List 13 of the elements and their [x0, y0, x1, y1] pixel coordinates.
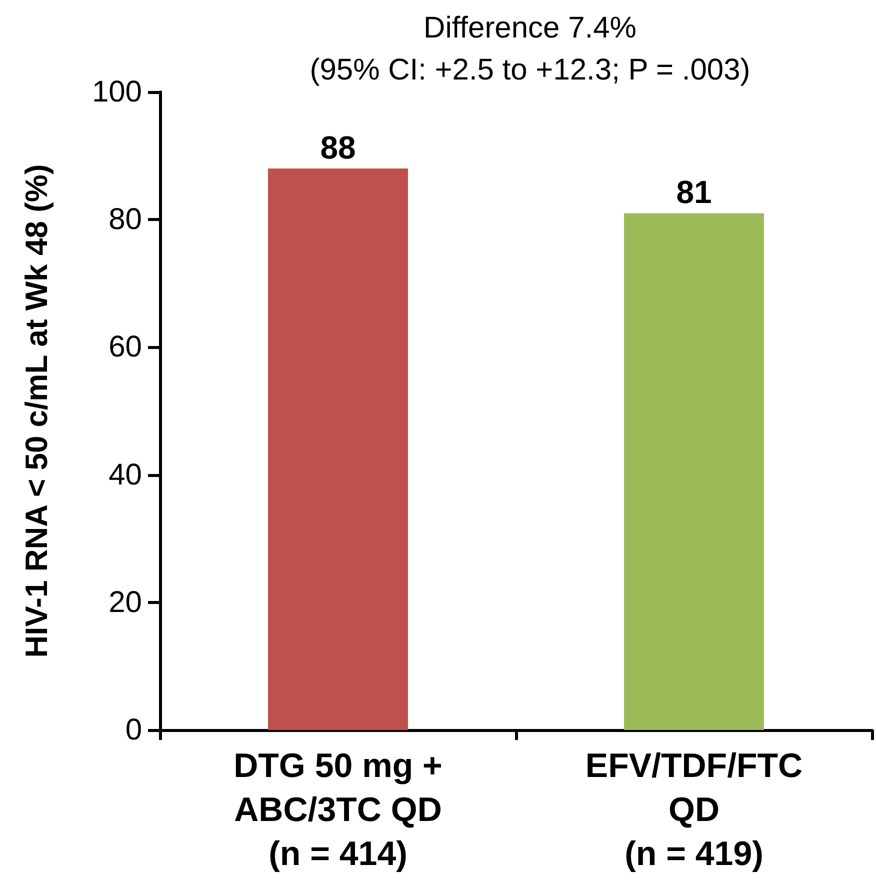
y-tick-label: 20 — [108, 586, 142, 619]
x-tick-label: EFV/TDF/FTC QD (n = 419) — [585, 747, 803, 873]
y-tick-label: 0 — [125, 714, 142, 746]
chart-subtitle: (95% CI: +2.5 to +12.3; P = .003) — [310, 54, 750, 86]
y-tick-label: 40 — [108, 458, 142, 492]
data-label: 88 — [320, 130, 356, 166]
y-tick-label: 60 — [108, 330, 142, 364]
y-axis-title: HIV-1 RNA < 50 c/mL at Wk 48 (%) — [19, 164, 54, 658]
chart-title: Difference 7.4% — [424, 12, 636, 44]
x-tick-label: DTG 50 mg + ABC/3TC QD (n = 414) — [234, 747, 442, 873]
y-tick-label: 80 — [108, 203, 142, 236]
data-label: 81 — [676, 174, 712, 210]
y-tick-label: 100 — [92, 76, 142, 108]
